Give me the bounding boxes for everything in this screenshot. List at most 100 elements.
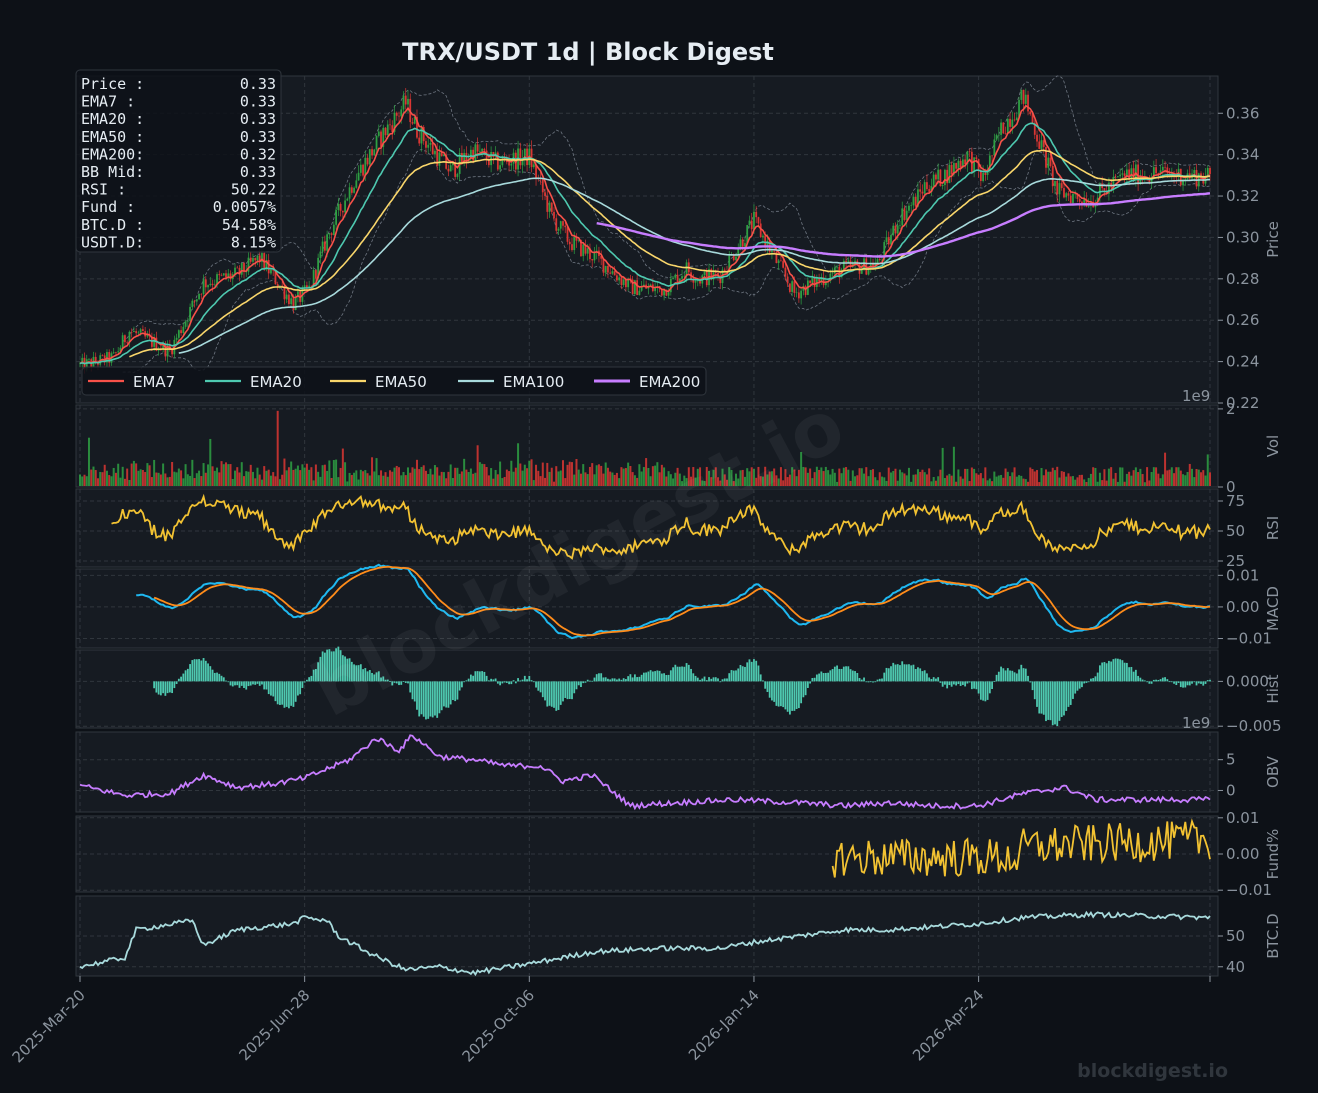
volume-bar [1027,481,1030,486]
y-tick-label: 0.000 [1226,672,1269,690]
info-value: 8.15% [231,233,276,251]
candle-body [1112,176,1115,188]
volume-bar [793,469,796,486]
hist-bar [867,681,870,683]
hist-bar [1184,681,1187,688]
x-tick-label: 2026-Jan-14 [685,986,763,1064]
info-label: BB Mid: [81,163,144,181]
hist-bar [420,681,423,715]
volume-bar [539,476,542,486]
volume-bar [804,467,807,486]
hist-bar [362,669,364,682]
hist-bar [669,670,672,682]
candle-body [710,269,713,280]
hist-bar [496,681,499,684]
hist-bar [1168,681,1171,683]
candle-body [303,285,306,289]
candle-body [1067,193,1070,196]
volume-bar [355,470,358,486]
candle-body [1051,165,1054,187]
candle-body [265,259,268,270]
volume-bar [966,468,969,486]
volume-bar [375,458,378,486]
candle-body [771,250,773,253]
hist-bar [703,676,706,682]
volume-bar [824,466,827,486]
candle-body [867,267,870,275]
y-tick-label: −0.01 [1226,881,1272,899]
candle-body [982,172,985,181]
volume-bar [251,471,254,486]
volume-bar [806,472,809,486]
hist-bar [1175,681,1178,686]
bb-upper [122,75,1211,343]
volume-bar [665,476,668,486]
volume-bar [1143,482,1146,486]
funding-line [831,818,1211,878]
candle-body [483,148,486,151]
volume-bar [195,473,198,486]
candle-body [469,149,472,159]
volume-bar [555,466,558,486]
candle-body [939,169,942,187]
candle-body [195,299,198,302]
hist-bar [204,660,207,682]
hist-bar [1128,667,1131,682]
hist-bar [1200,681,1202,684]
panel-vol: 0 2 Vol 1e9 [75,387,1282,496]
candle-body [323,241,326,251]
candle-body [966,151,969,165]
hist-bar [993,680,996,682]
hist-bar [717,678,719,682]
hist-bar [627,676,630,682]
hist-bar [721,679,724,682]
volume-bar [611,472,614,486]
candle-body [694,281,697,283]
candle-body [474,144,477,161]
hist-bar [1000,666,1002,682]
volume-bar [725,479,728,486]
volume-bar [198,470,201,486]
hist-bar [955,681,958,686]
volume-bar [588,466,591,486]
volume-bar [1128,471,1131,486]
volume-bar [597,464,600,486]
hist-bar [243,681,245,689]
volume-bar [1173,473,1176,486]
volume-bar [274,476,277,486]
candle-body [359,164,362,173]
candle-body [1065,193,1068,198]
candle-body [1040,140,1043,149]
hist-bar [672,667,674,682]
volume-bar [638,464,641,486]
candle-body [952,163,955,175]
candle-body [811,276,814,284]
hist-bar [912,664,915,682]
hist-bar [261,681,263,685]
hist-bar [391,681,394,686]
candle-body [184,321,187,327]
hist-bar [939,681,942,683]
candle-body [921,191,924,194]
hist-bar [548,681,551,706]
hist-bar [463,681,466,683]
candle-body [1121,173,1124,175]
candle-body [1081,201,1083,205]
rsi-line [111,493,1211,560]
candle-body [375,135,378,150]
hist-bar [676,666,679,682]
candle-body [117,351,120,353]
hist-bar [620,679,623,682]
candle-body [209,283,212,286]
volume-bar [584,472,587,486]
candle-body [234,267,236,275]
candle-body [883,242,886,260]
hist-bar [1004,670,1007,682]
candle-body [443,154,445,157]
hist-bar [692,673,695,682]
x-tick-label: 2025-Mar-20 [9,986,89,1066]
hist-bar [1024,668,1027,682]
candle-body [216,274,218,285]
volume-bar [838,468,841,486]
volume-bar [1139,468,1142,486]
